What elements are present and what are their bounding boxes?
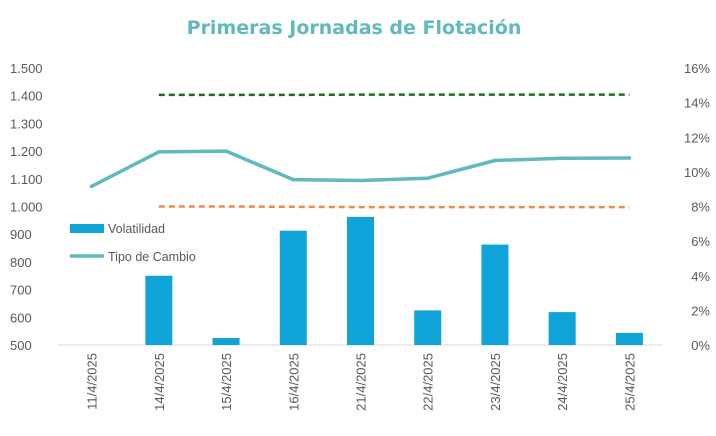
bar bbox=[279, 230, 307, 345]
x-tick-label: 25/4/2025 bbox=[622, 353, 637, 411]
left-tick-label: 600 bbox=[10, 310, 32, 325]
left-tick-label: 1.100 bbox=[10, 172, 43, 187]
line-point bbox=[425, 176, 430, 180]
line-point bbox=[291, 177, 296, 182]
line-point bbox=[157, 150, 161, 154]
right-tick-label: 14% bbox=[684, 96, 710, 111]
line-point bbox=[89, 184, 94, 189]
bar bbox=[347, 216, 374, 345]
left-tick-label: 1.400 bbox=[10, 89, 43, 104]
left-tick-label: 500 bbox=[10, 338, 32, 353]
legend-label-volatilidad: Volatilidad bbox=[108, 222, 165, 236]
line-point bbox=[358, 178, 363, 183]
line-point bbox=[627, 156, 632, 160]
left-tick-label: 1.200 bbox=[10, 144, 43, 159]
x-tick-label: 22/4/2025 bbox=[421, 353, 436, 411]
x-tick-label: 14/4/2025 bbox=[152, 353, 167, 411]
x-tick-label: 23/4/2025 bbox=[488, 353, 503, 411]
right-tick-label: 16% bbox=[684, 61, 710, 76]
right-tick-label: 4% bbox=[691, 269, 710, 284]
bar bbox=[615, 332, 643, 345]
x-tick-label: 24/4/2025 bbox=[555, 353, 570, 411]
reference-line-1 bbox=[158, 205, 630, 209]
line-point bbox=[560, 156, 564, 161]
left-tick-label: 800 bbox=[10, 255, 32, 270]
right-tick-label: 0% bbox=[691, 338, 710, 353]
legend-swatch-volatilidad bbox=[70, 224, 104, 233]
right-tick-label: 2% bbox=[691, 303, 710, 318]
x-axis-ticks: 11/4/2025 14/4/2025 15/4/2025 16/4/2025 21/4… bbox=[85, 353, 638, 411]
left-tick-label: 700 bbox=[10, 283, 32, 298]
exchange-rate-line bbox=[89, 149, 632, 189]
volatility-bars bbox=[145, 216, 643, 345]
legend-label-tipo-de-cambio: Tipo de Cambio bbox=[108, 250, 196, 264]
right-tick-label: 8% bbox=[691, 200, 710, 215]
line-point bbox=[224, 149, 228, 153]
legend: Volatilidad Tipo de Cambio bbox=[70, 222, 196, 264]
right-tick-label: 10% bbox=[684, 165, 710, 180]
reference-lines bbox=[158, 93, 630, 209]
bar bbox=[548, 312, 576, 345]
x-tick-label: 15/4/2025 bbox=[219, 353, 234, 411]
x-tick-label: 16/4/2025 bbox=[286, 353, 301, 411]
bar bbox=[212, 338, 240, 345]
chart-title: Primeras Jornadas de Flotación bbox=[187, 17, 522, 39]
right-axis-ticks: 0% 2% 4% 6% 8% 10% 12% 14% 16% bbox=[684, 61, 710, 353]
bar bbox=[481, 244, 509, 345]
left-tick-label: 1.000 bbox=[10, 200, 43, 215]
left-tick-label: 1.500 bbox=[10, 61, 43, 76]
right-tick-label: 6% bbox=[691, 234, 710, 249]
bar bbox=[145, 275, 173, 345]
x-tick-label: 21/4/2025 bbox=[354, 353, 369, 411]
left-tick-label: 1.300 bbox=[10, 116, 43, 131]
left-axis-ticks: 500 600 700 800 900 1.000 1.100 1.200 1.300 1.400… bbox=[10, 61, 43, 353]
line-point bbox=[493, 158, 497, 163]
x-tick-label: 11/4/2025 bbox=[85, 353, 100, 410]
bar bbox=[414, 310, 442, 345]
right-tick-label: 12% bbox=[684, 130, 710, 145]
left-tick-label: 900 bbox=[10, 227, 32, 242]
